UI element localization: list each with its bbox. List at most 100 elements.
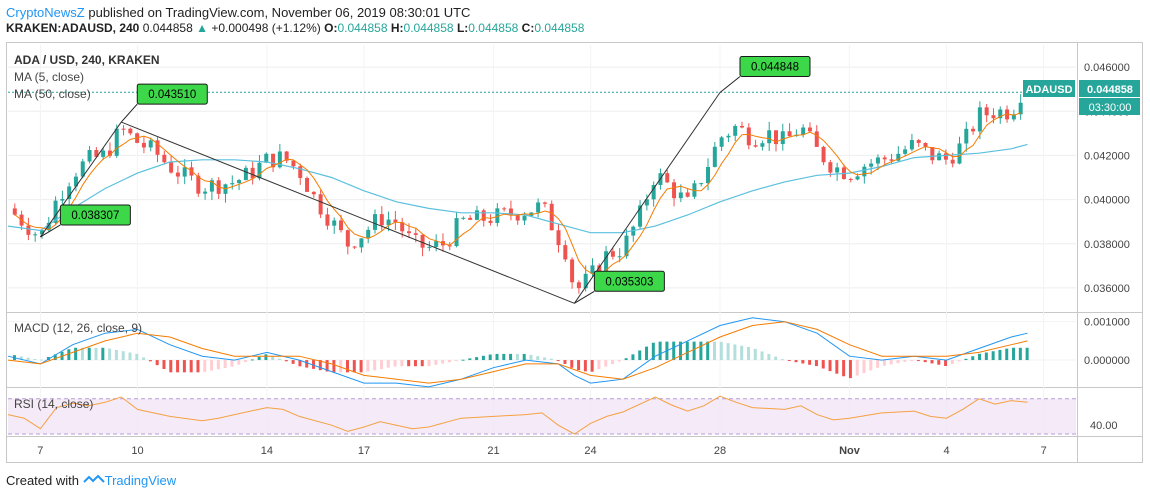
candle-body [175, 172, 180, 177]
macd-hist-bar [189, 360, 193, 373]
macd-hist-bar [332, 360, 336, 373]
candle-body [12, 208, 17, 215]
signal-line [7, 321, 1028, 384]
price-callouts: 0.038307 0.043510 0.035303 0.044848 [40, 56, 811, 304]
macd-hist-bar [250, 359, 254, 361]
callout-box [739, 56, 811, 78]
candle-body [855, 176, 860, 180]
macd-hist-bar [611, 360, 615, 364]
candle-body [73, 176, 78, 187]
macd-hist-bar [848, 360, 852, 379]
macd-hist-bar [733, 344, 737, 361]
macd-hist-bar [984, 352, 988, 361]
macd-hist-bar [903, 360, 907, 362]
candle-body [39, 230, 44, 235]
candle-body [638, 205, 643, 227]
candle-body [977, 107, 982, 132]
candle-body [896, 153, 901, 161]
macd-hist-bar [916, 360, 920, 362]
macd-hist-bar [780, 359, 784, 361]
price-tick-label: 0.040000 [1084, 195, 1130, 207]
macd-hist-bar [645, 346, 649, 361]
macd-line [7, 317, 1028, 388]
macd-hist-bar [203, 360, 207, 372]
ma5-line [14, 112, 1021, 278]
macd-hist-bar [706, 341, 710, 361]
candle-body [998, 109, 1003, 119]
candle-body [148, 140, 153, 148]
macd-hist-bar [971, 356, 975, 361]
trend-line [121, 121, 575, 304]
macd-hist-bar [366, 360, 370, 372]
candle-body [672, 182, 677, 199]
callout-pointer [574, 290, 595, 304]
macd-hist-bar [515, 353, 519, 361]
candle-body [311, 191, 316, 195]
macd-hist-bar [291, 360, 295, 364]
candle-body [753, 145, 758, 147]
macd-hist-bar [692, 341, 696, 361]
macd-hist-bar [746, 347, 750, 361]
macd-hist-bar [604, 360, 608, 367]
callout-box [593, 270, 665, 292]
rsi-legend[interactable]: RSI (14, close) [14, 397, 93, 411]
macd-hist-bar [964, 358, 968, 361]
author-name[interactable]: CryptoNewsZ [6, 5, 85, 20]
candle-body [94, 150, 99, 157]
macd-hist-bar [556, 360, 560, 362]
candle-body [644, 199, 649, 206]
ma50-legend[interactable]: MA (50, close) [14, 87, 91, 101]
low-label: L: [456, 21, 469, 35]
macd-hist-bar [298, 360, 302, 367]
macd-hist-bar [210, 360, 214, 371]
macd-hist-bar [339, 360, 343, 373]
ticker-change: +0.000498 (+1.12%) [211, 21, 321, 35]
trend-line [39, 121, 122, 238]
candle-body [549, 203, 554, 231]
candle-body [291, 160, 296, 167]
macd-hist-bar [400, 360, 404, 367]
macd-hist-bar [536, 356, 540, 361]
open-value: 0.044858 [337, 21, 388, 35]
candle-body [862, 166, 867, 177]
candle-body [427, 246, 432, 248]
macd-hist-bar [87, 347, 91, 361]
candle-body [345, 230, 350, 247]
candle-body [107, 150, 112, 156]
time-tick-label: 10 [131, 445, 143, 457]
candle-body [726, 135, 731, 138]
macd-hist-bar [216, 360, 220, 370]
candle-body [128, 128, 133, 134]
candle-body [400, 222, 405, 232]
created-with-text: Created with [6, 473, 79, 488]
candlesticks [12, 94, 1023, 294]
trend-lines [39, 92, 721, 304]
candle-body [305, 177, 310, 192]
candle-body [325, 214, 330, 226]
close-label: C: [521, 21, 535, 35]
ma5-legend[interactable]: MA (5, close) [14, 70, 84, 84]
candle-body [243, 167, 248, 181]
macd-hist-bar [26, 357, 30, 361]
macd-hist-bar [549, 358, 553, 361]
macd-hist-bar [284, 360, 288, 362]
candle-body [624, 235, 629, 257]
candle-body [950, 159, 955, 164]
tradingview-brand[interactable]: TradingView [104, 473, 177, 488]
candle-body [434, 241, 439, 247]
macd-hist-bar [373, 360, 377, 371]
callout-label: 0.043510 [148, 89, 196, 101]
callout-label: 0.038307 [71, 210, 119, 222]
candle-body [461, 217, 466, 219]
macd-legend[interactable]: MACD (12, 26, close, 9) [14, 321, 142, 335]
macd-hist-bar [740, 345, 744, 361]
macd-hist-bar [658, 341, 662, 361]
indicator-lines [7, 91, 1028, 435]
candle-body [26, 225, 31, 235]
macd-hist-bar [1005, 348, 1009, 361]
ticker-symbol: KRAKEN:ADAUSD, 240 [6, 21, 140, 35]
countdown-text: 03:30:00 [1089, 102, 1132, 114]
rsi-band [8, 398, 1076, 435]
macd-hist-bar [624, 358, 628, 361]
